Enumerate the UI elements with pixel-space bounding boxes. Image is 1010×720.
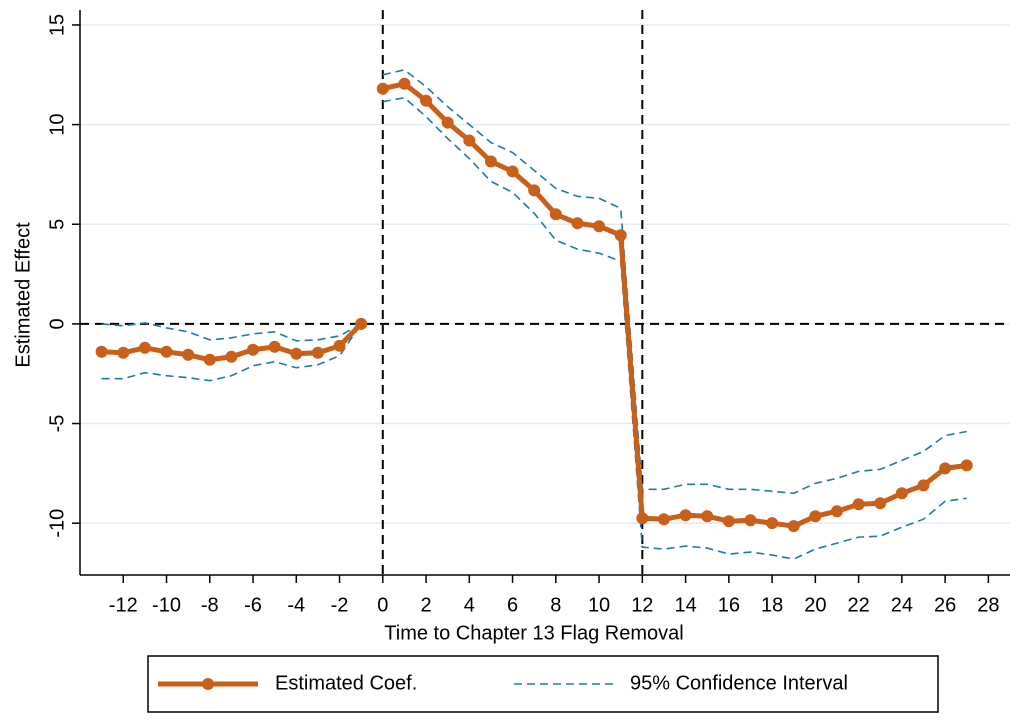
- coef-marker: [528, 184, 541, 197]
- coef-marker: [830, 505, 843, 518]
- x-tick-label: -6: [244, 594, 262, 616]
- coef-marker: [614, 229, 627, 242]
- coef-marker: [766, 517, 779, 530]
- y-tick-label: -5: [46, 415, 68, 433]
- coef-marker: [290, 347, 303, 360]
- x-tick-label: 24: [891, 594, 913, 616]
- coef-marker: [852, 498, 865, 511]
- x-tick-label: 4: [464, 594, 475, 616]
- x-tick-label: 0: [377, 594, 388, 616]
- coef-line: [382, 81, 968, 529]
- coef-marker: [138, 341, 151, 354]
- x-tick-label: 28: [977, 594, 999, 616]
- coef-marker: [247, 343, 260, 356]
- legend-label: Estimated Coef.: [275, 672, 417, 694]
- y-tick-label: 15: [46, 14, 68, 36]
- coef-marker: [636, 512, 649, 525]
- x-tick-label: -12: [109, 594, 138, 616]
- coef-marker: [874, 497, 887, 510]
- coef-marker: [722, 515, 735, 528]
- coef-marker: [355, 317, 368, 330]
- x-tick-label: 14: [674, 594, 696, 616]
- coef-marker: [506, 165, 519, 178]
- coef-marker: [895, 487, 908, 500]
- ci-line: [382, 68, 967, 495]
- coef-marker: [225, 350, 238, 363]
- x-tick-label: -4: [287, 594, 305, 616]
- coef-marker: [809, 510, 822, 523]
- x-axis-title: Time to Chapter 13 Flag Removal: [384, 622, 683, 644]
- coef-marker: [960, 459, 973, 472]
- coef-marker: [95, 345, 108, 358]
- x-tick-label: 22: [847, 594, 869, 616]
- x-tick-label: -8: [201, 594, 219, 616]
- y-tick-label: 10: [46, 113, 68, 135]
- coef-marker: [549, 208, 562, 221]
- coef-marker: [117, 346, 130, 359]
- legend-marker: [202, 678, 214, 690]
- coef-marker: [571, 217, 584, 230]
- coef-marker: [657, 513, 670, 526]
- x-tick-label: 26: [934, 594, 956, 616]
- legend-box: [147, 655, 939, 713]
- coef-marker: [420, 94, 433, 107]
- y-tick-label: -10: [46, 509, 68, 538]
- x-tick-label: 8: [550, 594, 561, 616]
- coef-marker: [484, 155, 497, 168]
- y-axis-title: Estimated Effect: [12, 222, 34, 368]
- y-tick-label: 0: [46, 318, 68, 329]
- x-tick-label: 10: [588, 594, 610, 616]
- x-tick-label: -2: [331, 594, 349, 616]
- x-tick-label: -10: [152, 594, 181, 616]
- coef-marker: [744, 514, 757, 527]
- coef-marker: [701, 510, 714, 523]
- coef-marker: [939, 462, 952, 475]
- coef-marker: [679, 509, 692, 522]
- x-tick-label: 20: [804, 594, 826, 616]
- coef-marker: [376, 82, 389, 95]
- coef-marker: [463, 134, 476, 147]
- x-tick-label: 12: [631, 594, 653, 616]
- x-tick-label: 18: [761, 594, 783, 616]
- coef-marker: [398, 77, 411, 90]
- coef-marker: [311, 346, 324, 359]
- x-tick-label: 6: [507, 594, 518, 616]
- x-tick-label: 2: [420, 594, 431, 616]
- coef-marker: [441, 116, 454, 129]
- y-tick-label: 5: [46, 219, 68, 230]
- coef-marker: [787, 520, 800, 533]
- coef-marker: [160, 345, 173, 358]
- ci-line: [101, 323, 362, 382]
- coef-marker: [333, 339, 346, 352]
- ci-line: [101, 322, 362, 342]
- coef-marker: [182, 348, 195, 361]
- coef-marker: [268, 340, 281, 353]
- ci-line: [382, 96, 967, 560]
- coef-marker: [593, 220, 606, 233]
- coef-marker: [917, 479, 930, 492]
- legend-label: 95% Confidence Interval: [630, 672, 848, 694]
- x-tick-label: 16: [718, 594, 740, 616]
- coef-marker: [203, 353, 216, 366]
